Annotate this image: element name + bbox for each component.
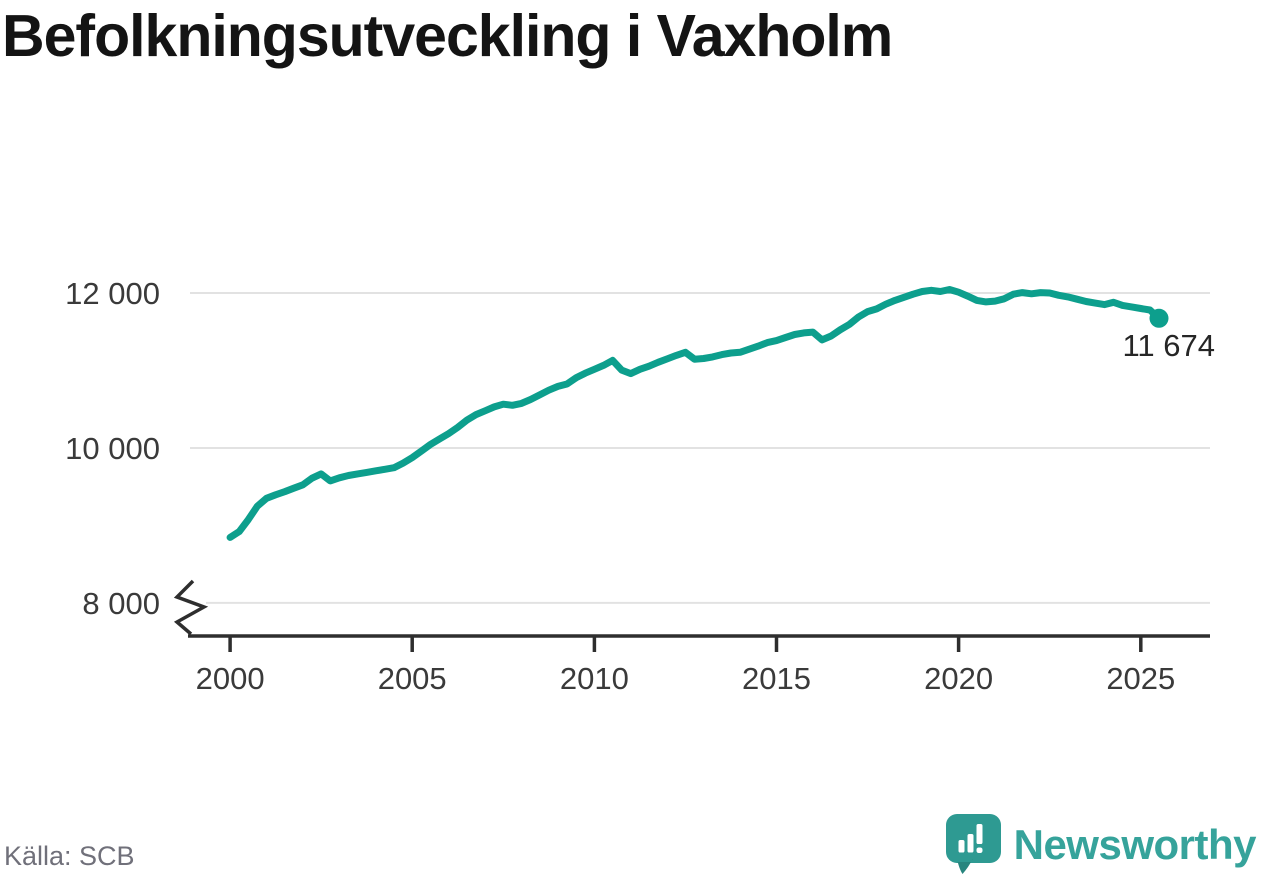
x-axis-tick-label: 2015 — [742, 661, 811, 696]
newsworthy-logo-text: Newsworthy — [1013, 820, 1257, 868]
axis-layer — [173, 579, 1210, 652]
series-layer — [226, 286, 1169, 541]
axis-break-icon — [173, 579, 209, 636]
newsworthy-logo: Newsworthy — [945, 814, 1257, 875]
end-point-marker — [1149, 308, 1169, 328]
end-value-label: 11 674 — [1122, 328, 1215, 363]
x-axis-tick-label: 2000 — [196, 661, 265, 696]
x-axis-tick-label: 2025 — [1106, 661, 1175, 696]
x-axis-tick-label: 2010 — [560, 661, 629, 696]
y-axis-tick-label: 12 000 — [65, 276, 160, 311]
chart-title: Befolkningsutveckling i Vaxholm — [2, 3, 893, 69]
x-axis-tick-label: 2020 — [924, 661, 993, 696]
tick-label-layer: 8 000 10 000 12 000 2000 2005 2010 2015 2020 202… — [65, 276, 1175, 696]
source-label: Källa: SCB — [4, 841, 135, 871]
y-axis-tick-label: 8 000 — [82, 586, 160, 621]
y-axis-tick-label: 10 000 — [65, 431, 160, 466]
newsworthy-logo-icon — [945, 814, 1001, 874]
data-line — [226, 286, 1163, 541]
x-axis-tick-label: 2005 — [378, 661, 447, 696]
